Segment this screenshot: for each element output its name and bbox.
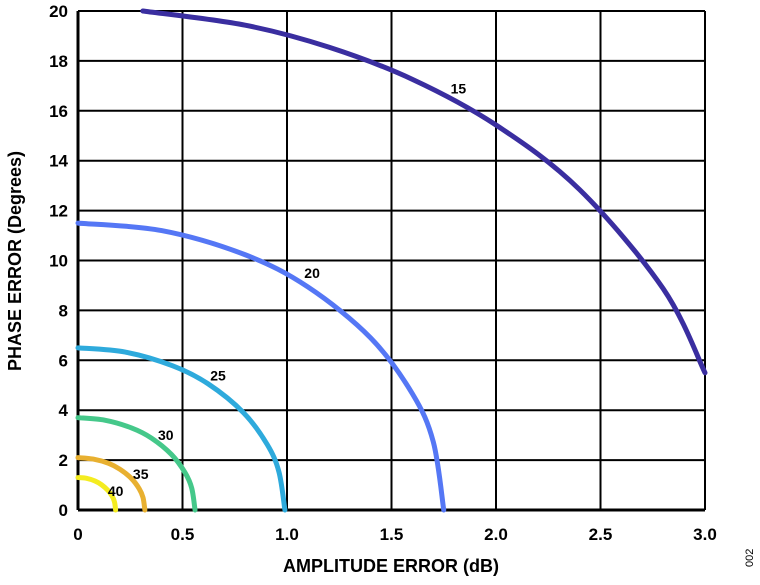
y-tick-label: 2 xyxy=(59,451,68,470)
y-tick-label: 20 xyxy=(49,2,68,21)
series-line-25 xyxy=(75,345,288,513)
y-tick-label: 10 xyxy=(49,252,68,271)
series-label-40: 40 xyxy=(108,483,124,499)
series-label-25: 25 xyxy=(210,367,226,383)
x-tick-label: 1.5 xyxy=(380,525,404,544)
x-tick-label: 3.0 xyxy=(693,525,717,544)
y-tick-label: 12 xyxy=(49,202,68,221)
x-tick-label: 0.5 xyxy=(171,525,195,544)
series-label-35: 35 xyxy=(133,466,149,482)
series-line-30 xyxy=(75,415,198,513)
y-tick-label: 8 xyxy=(59,301,68,320)
x-axis-label: AMPLITUDE ERROR (dB) xyxy=(283,556,499,576)
y-tick-label: 6 xyxy=(59,351,68,370)
series-label-15: 15 xyxy=(451,80,467,96)
series-group: 15 20 25 30 35 40 xyxy=(75,8,708,513)
x-tick-label: 1.0 xyxy=(275,525,299,544)
series-line-20 xyxy=(75,220,447,513)
x-tick-label: 2.5 xyxy=(589,525,613,544)
series-label-20: 20 xyxy=(304,265,320,281)
series-line-15 xyxy=(140,8,708,376)
y-tick-label: 16 xyxy=(49,102,68,121)
y-tick-label: 4 xyxy=(59,401,69,420)
x-tick-label: 2.0 xyxy=(484,525,508,544)
series-line-40 xyxy=(75,475,119,513)
series-line-35 xyxy=(75,455,148,513)
x-tick-label: 0 xyxy=(73,525,82,544)
tick-labels: 0 0.5 1.0 1.5 2.0 2.5 3.0 0 2 4 6 8 10 12 14 16 18 20 xyxy=(49,2,717,544)
y-tick-label: 0 xyxy=(59,501,68,520)
figure-id: 002 xyxy=(744,549,756,567)
y-axis-label: PHASE ERROR (Degrees) xyxy=(5,151,25,371)
y-tick-label: 14 xyxy=(49,152,68,171)
series-label-30: 30 xyxy=(158,427,174,443)
y-tick-label: 18 xyxy=(49,52,68,71)
